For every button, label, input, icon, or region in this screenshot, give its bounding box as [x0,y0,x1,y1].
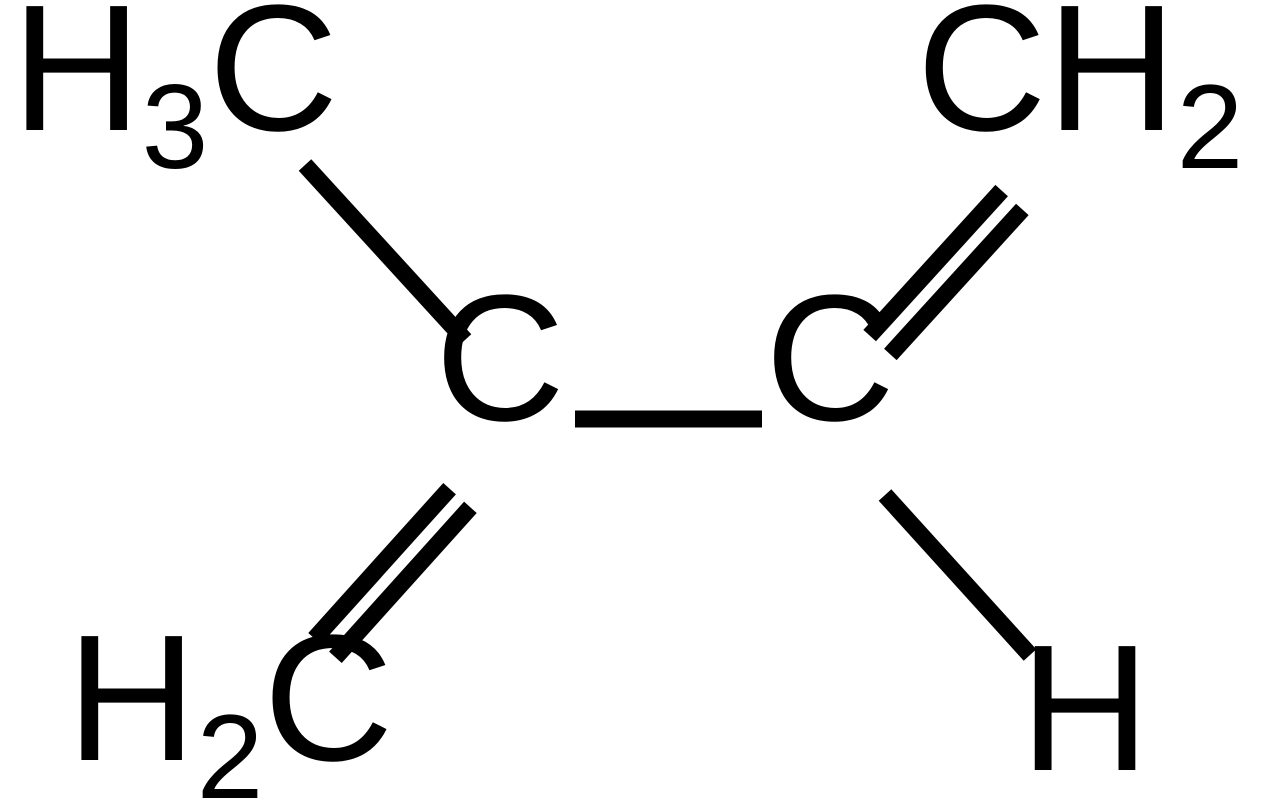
bond-3 [885,495,1030,655]
atom-label-H3C_tl: H3C [12,0,339,194]
atom-label-C_left: C [435,258,565,459]
molecule-diagram: H3CCH2CCH2CH [0,0,1280,810]
atom-label-H2C_bl: H2C [67,598,394,810]
atom-label-H_br: H [1020,608,1150,809]
atom-label-CH2_tr: CH2 [917,0,1244,194]
atom-label-C_right: C [765,258,895,459]
